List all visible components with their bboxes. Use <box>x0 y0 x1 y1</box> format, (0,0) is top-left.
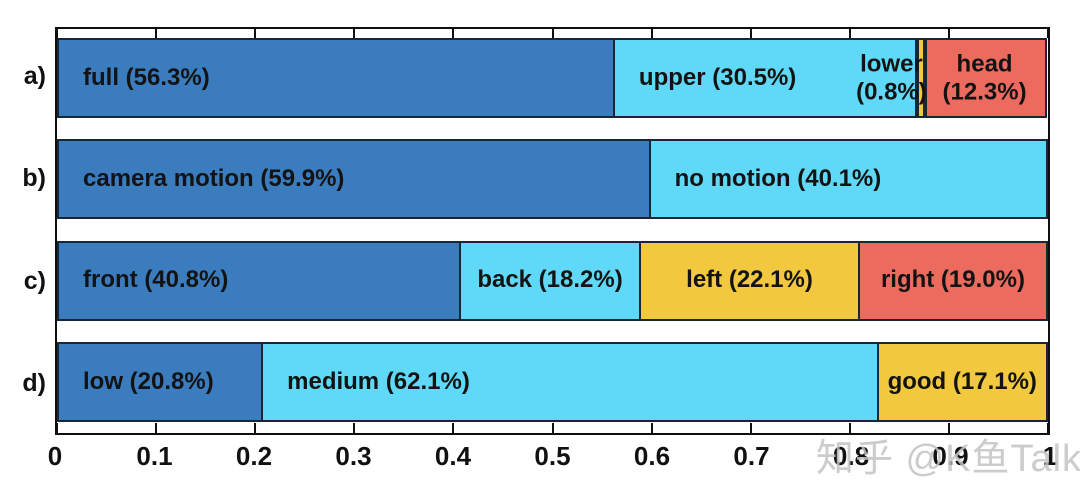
x-tick-label-0.9: 0.9 <box>932 441 969 471</box>
x-tick-label-0.1: 0.1 <box>136 441 173 471</box>
x-tick-bottom-1 <box>1047 423 1049 433</box>
segment-label-front: front (40.8%) <box>83 266 229 294</box>
x-tick-label-0.6: 0.6 <box>633 441 671 471</box>
x-tick-top-0.8 <box>848 29 851 38</box>
segment-label-back: back (18.2%) <box>477 266 623 294</box>
x-tick-top-0.1 <box>155 29 158 38</box>
segment-front: front (40.8%) <box>57 240 461 321</box>
bar-row-c: front (40.8%) back (18.2%) left (22.1%) rig… <box>57 240 1048 321</box>
x-tick-top-0.9 <box>947 29 950 38</box>
x-tick-top-0.5 <box>551 29 554 38</box>
segment-no-motion: no motion (40.1%) <box>650 139 1048 220</box>
x-tick-bottom-0.3 <box>353 423 356 433</box>
row-label-d: d) <box>22 369 46 398</box>
y-axis-row-letters: a) b) c) d) <box>0 27 46 435</box>
segment-right: right (19.0%) <box>859 240 1048 321</box>
segment-lower <box>917 38 926 118</box>
segment-label-camera-motion: camera motion (59.9%) <box>83 165 345 193</box>
segment-medium: medium (62.1%) <box>263 341 879 422</box>
segment-label-upper: upper (30.5%) <box>638 63 797 91</box>
x-tick-bottom-0.6 <box>650 423 653 433</box>
bar-row-d: low (20.8%) medium (62.1%) good (17.1%) <box>57 341 1048 422</box>
x-tick-label-0.8: 0.8 <box>832 441 870 471</box>
x-tick-top-0.7 <box>749 29 752 38</box>
x-tick-label-0.3: 0.3 <box>335 441 372 471</box>
row-label-c: c) <box>23 266 46 295</box>
x-tick-bottom-0.8 <box>848 423 851 433</box>
segment-label-good: good (17.1%) <box>887 367 1037 395</box>
segment-label-right: right (19.0%) <box>880 266 1025 294</box>
x-tick-top-0.4 <box>452 29 455 38</box>
segment-good: good (17.1%) <box>878 341 1048 422</box>
segment-label-full: full (56.3%) <box>83 63 210 91</box>
x-tick-bottom-0.1 <box>155 423 158 433</box>
x-tick-label-1: 1 <box>1042 441 1058 471</box>
x-tick-label-0.5: 0.5 <box>534 441 571 471</box>
x-tick-label-0.2: 0.2 <box>235 441 273 471</box>
segment-label-low: low (20.8%) <box>83 367 214 395</box>
x-tick-bottom-0.9 <box>947 423 950 433</box>
x-tick-label-0.4: 0.4 <box>434 441 472 471</box>
x-tick-top-0.6 <box>650 29 653 38</box>
segment-head <box>925 38 1047 118</box>
x-tick-bottom-0 <box>56 423 58 433</box>
segment-label-medium: medium (62.1%) <box>287 367 470 395</box>
segment-label-left: left (22.1%) <box>686 266 813 294</box>
bar-row-a: full (56.3%) upper (30.5%) lower (0.8%) hea… <box>57 38 1048 118</box>
segment-back: back (18.2%) <box>460 240 642 321</box>
x-tick-bottom-0.2 <box>254 423 257 433</box>
x-tick-label-0: 0 <box>47 441 63 471</box>
segment-full: full (56.3%) <box>57 38 615 118</box>
segment-camera-motion: camera motion (59.9%) <box>57 139 651 220</box>
x-tick-bottom-0.5 <box>551 423 554 433</box>
row-label-b: b) <box>22 164 46 193</box>
x-tick-top-1 <box>1047 29 1049 38</box>
row-label-a: a) <box>23 61 46 90</box>
plot-area: full (56.3%) upper (30.5%) lower (0.8%) hea… <box>55 27 1050 435</box>
x-tick-bottom-0.4 <box>452 423 455 433</box>
x-axis-tick-labels: 0 0.1 0.2 0.3 0.4 0.5 0.6 0.7 0.8 0.9 1 <box>48 441 1057 475</box>
segment-label-no-motion: no motion (40.1%) <box>674 165 882 193</box>
bar-row-b: camera motion (59.9%) no motion (40.1%) <box>57 139 1048 220</box>
bar-rows-container: full (56.3%) upper (30.5%) lower (0.8%) hea… <box>57 29 1048 433</box>
x-tick-label-0.7: 0.7 <box>733 441 770 471</box>
segment-left: left (22.1%) <box>641 240 860 321</box>
x-tick-top-0.3 <box>353 29 356 38</box>
x-tick-top-0.2 <box>254 29 257 38</box>
x-tick-top-0 <box>56 29 58 38</box>
segment-low: low (20.8%) <box>57 341 264 422</box>
segment-upper: upper (30.5%) <box>614 38 918 118</box>
x-tick-bottom-0.7 <box>749 423 752 433</box>
